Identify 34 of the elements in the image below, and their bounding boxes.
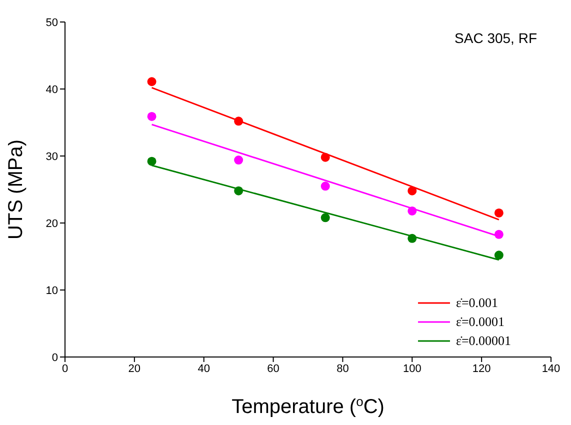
y-tick-label: 10 <box>46 284 58 297</box>
point <box>147 77 156 86</box>
point <box>408 234 417 243</box>
y-tick-label: 50 <box>46 16 58 29</box>
point <box>320 182 330 191</box>
y-tick-label: 40 <box>46 84 58 96</box>
point <box>494 250 504 260</box>
point <box>234 116 244 126</box>
point <box>147 156 156 166</box>
legend-label: ε̇=0.001 <box>456 294 498 310</box>
x-tick-label: 60 <box>267 362 280 375</box>
x-tick-label: 20 <box>128 362 141 375</box>
point <box>234 156 244 165</box>
x-tick-label: 40 <box>198 362 210 375</box>
annotation: SAC 305, RF <box>454 30 537 46</box>
y-tick-label: 20 <box>46 218 58 230</box>
point <box>408 206 417 216</box>
point <box>320 152 330 162</box>
point <box>408 186 417 196</box>
point <box>147 112 156 121</box>
x-tick-label: 140 <box>542 362 560 375</box>
point <box>494 208 504 218</box>
y-tick-label: 30 <box>46 150 58 163</box>
x-tick-label: 120 <box>472 362 491 375</box>
x-axis-title: Temperature ($^{o}$C) <box>232 394 384 418</box>
x-tick-label: 100 <box>402 362 422 375</box>
point <box>234 186 244 196</box>
point <box>320 213 330 222</box>
y-tick-label: 0 <box>52 352 58 364</box>
point <box>494 230 504 239</box>
legend-label: ε̇=0.0001 <box>456 314 505 330</box>
x-tick-label: 0 <box>62 362 68 375</box>
legend-label: ε̇=0.00001 <box>456 332 512 348</box>
x-tick-label: 80 <box>336 362 349 375</box>
